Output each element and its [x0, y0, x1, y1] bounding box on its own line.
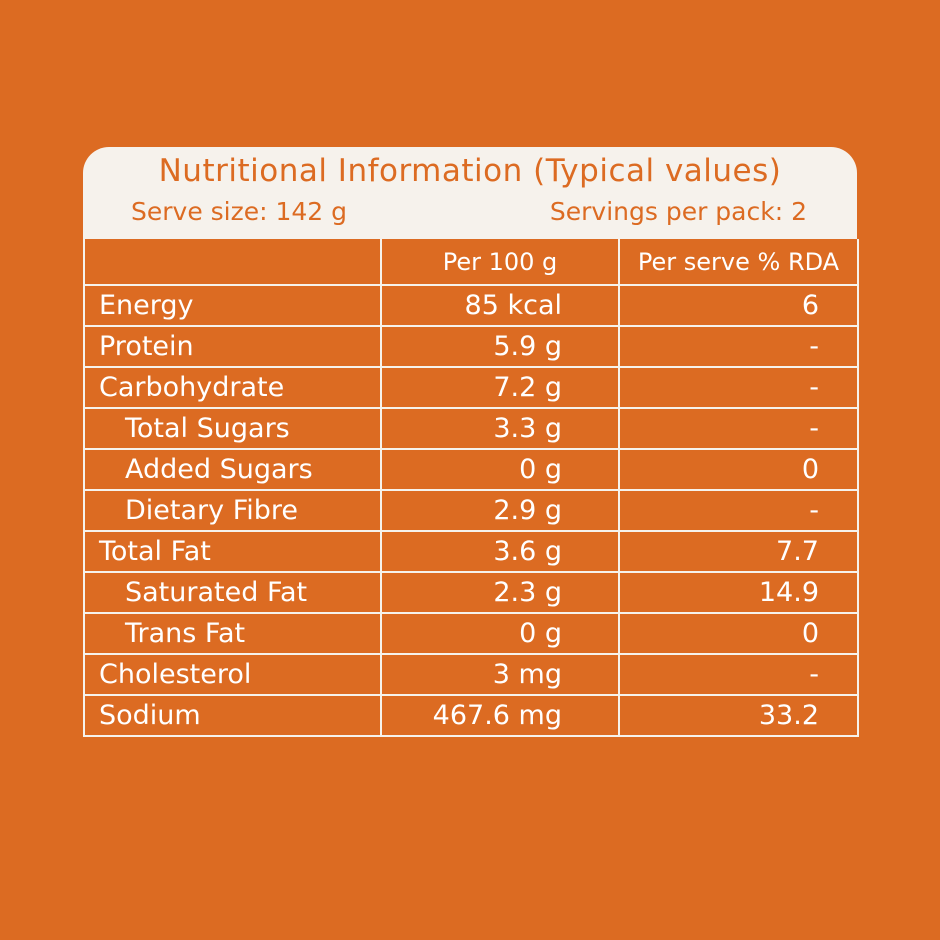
nutrient-label: Protein [83, 325, 382, 368]
rda-value: - [618, 366, 859, 409]
per-100g-value: 2.3 g [380, 571, 620, 614]
nutrient-label: Sodium [83, 694, 382, 737]
column-header-nutrient [83, 239, 382, 286]
rda-value: - [618, 653, 859, 696]
nutrient-label: Energy [83, 284, 382, 327]
servings-per-pack: Servings per pack: 2 [549, 197, 807, 226]
nutrition-table: Per 100 g Per serve % RDA Energy 85 kcal 6… [83, 239, 859, 737]
rda-value: - [618, 325, 859, 368]
table-row: Saturated Fat 2.3 g 14.9 [83, 571, 859, 614]
rda-value: 14.9 [618, 571, 859, 614]
table-row: Energy 85 kcal 6 [83, 284, 859, 327]
table-row: Total Sugars 3.3 g- [83, 407, 859, 450]
table-row: Dietary Fibre 2.9 g- [83, 489, 859, 532]
nutrient-label: Added Sugars [83, 448, 382, 491]
table-header-row: Per 100 g Per serve % RDA [83, 239, 859, 286]
per-100g-value: 0 g [380, 612, 620, 655]
per-100g-value: 3.3 g [380, 407, 620, 450]
nutrition-title: Nutritional Information (Typical values) [158, 153, 782, 189]
per-100g-value: 3 mg [380, 653, 620, 696]
nutrition-panel: Nutritional Information (Typical values)… [83, 147, 859, 790]
table-row: Total Fat 3.6 g 7.7 [83, 530, 859, 573]
per-100g-value: 0 g [380, 448, 620, 491]
nutrition-header: Nutritional Information (Typical values)… [83, 147, 857, 239]
column-header-per-100g: Per 100 g [380, 239, 620, 286]
nutrient-label: Total Sugars [83, 407, 382, 450]
rda-value: - [618, 489, 859, 532]
rda-value: 33.2 [618, 694, 859, 737]
rda-value: 0 [618, 612, 859, 655]
table-row: Protein 5.9 g- [83, 325, 859, 368]
rda-value: 7.7 [618, 530, 859, 573]
table-row: Sodium 467.6 mg 33.2 [83, 694, 859, 737]
nutrient-label: Carbohydrate [83, 366, 382, 409]
rda-value: 6 [618, 284, 859, 327]
nutrient-label: Trans Fat [83, 612, 382, 655]
per-100g-value: 7.2 g [380, 366, 620, 409]
serve-size: Serve size: 142 g [131, 197, 348, 226]
per-100g-value: 5.9 g [380, 325, 620, 368]
table-row: Carbohydrate 7.2 g- [83, 366, 859, 409]
nutrient-label: Cholesterol [83, 653, 382, 696]
per-100g-value: 2.9 g [380, 489, 620, 532]
column-header-rda: Per serve % RDA [618, 239, 859, 286]
rda-value: 0 [618, 448, 859, 491]
nutrient-label: Total Fat [83, 530, 382, 573]
per-100g-value: 85 kcal [380, 284, 620, 327]
rda-value: - [618, 407, 859, 450]
nutrient-label: Saturated Fat [83, 571, 382, 614]
per-100g-value: 467.6 mg [380, 694, 620, 737]
table-row: Cholesterol 3 mg - [83, 653, 859, 696]
per-100g-value: 3.6 g [380, 530, 620, 573]
nutrient-label: Dietary Fibre [83, 489, 382, 532]
